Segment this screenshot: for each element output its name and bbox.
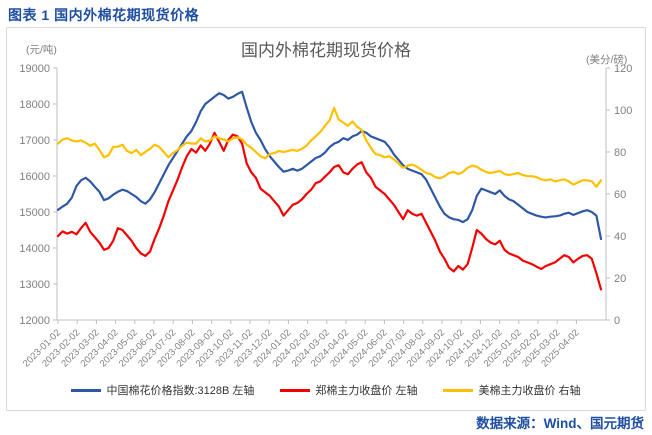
left-axis-tick-label: 14000 bbox=[19, 243, 50, 255]
chart-legend: 中国棉花价格指数:3128B 左轴 郑棉主力收盘价 左轴 美棉主力收盘价 右轴 bbox=[0, 382, 652, 398]
right-axis-tick-label: 0 bbox=[614, 315, 620, 327]
left-axis-tick-label: 15000 bbox=[19, 207, 50, 219]
legend-swatch-zheng-cotton bbox=[280, 388, 311, 392]
legend-item-zheng-cotton: 郑棉主力收盘价 左轴 bbox=[280, 382, 417, 398]
series-line-1 bbox=[56, 131, 603, 291]
left-axis-tick-label: 17000 bbox=[19, 135, 50, 147]
right-axis-unit: (美分/磅) bbox=[586, 54, 628, 66]
data-source: 数据来源：Wind、国元期货 bbox=[476, 416, 644, 431]
chart-title: 国内外棉花期现货价格 bbox=[241, 41, 411, 60]
right-axis-tick-label: 100 bbox=[614, 105, 632, 117]
right-axis-tick-label: 20 bbox=[614, 273, 626, 285]
legend-label-zheng-cotton: 郑棉主力收盘价 左轴 bbox=[315, 385, 418, 397]
right-axis-tick-label: 120 bbox=[614, 63, 632, 75]
left-axis-tick-label: 16000 bbox=[19, 171, 50, 183]
legend-item-us-cotton: 美棉主力收盘价 右轴 bbox=[443, 382, 581, 398]
legend-item-china-index: 中国棉花价格指数:3128B 左轴 bbox=[71, 382, 254, 398]
series-line-2 bbox=[56, 106, 603, 188]
legend-swatch-us-cotton bbox=[443, 388, 474, 392]
left-axis-unit: (元/吨) bbox=[26, 44, 57, 56]
chart-container bbox=[6, 27, 646, 411]
right-axis-tick-label: 40 bbox=[614, 231, 626, 243]
left-axis-tick-label: 18000 bbox=[19, 99, 50, 111]
right-axis-tick-label: 60 bbox=[614, 189, 626, 201]
series-line-0 bbox=[56, 90, 603, 241]
legend-label-us-cotton: 美棉主力收盘价 右轴 bbox=[478, 385, 581, 397]
figure-caption: 图表 1 国内外棉花期现货价格 bbox=[8, 7, 200, 23]
left-axis-tick-label: 12000 bbox=[19, 315, 50, 327]
legend-label-china-index: 中国棉花价格指数:3128B 左轴 bbox=[106, 385, 255, 397]
left-axis-tick-label: 13000 bbox=[19, 279, 50, 291]
legend-swatch-china-index bbox=[71, 388, 102, 392]
right-axis-tick-label: 80 bbox=[614, 147, 626, 159]
left-axis-tick-label: 19000 bbox=[19, 63, 50, 75]
